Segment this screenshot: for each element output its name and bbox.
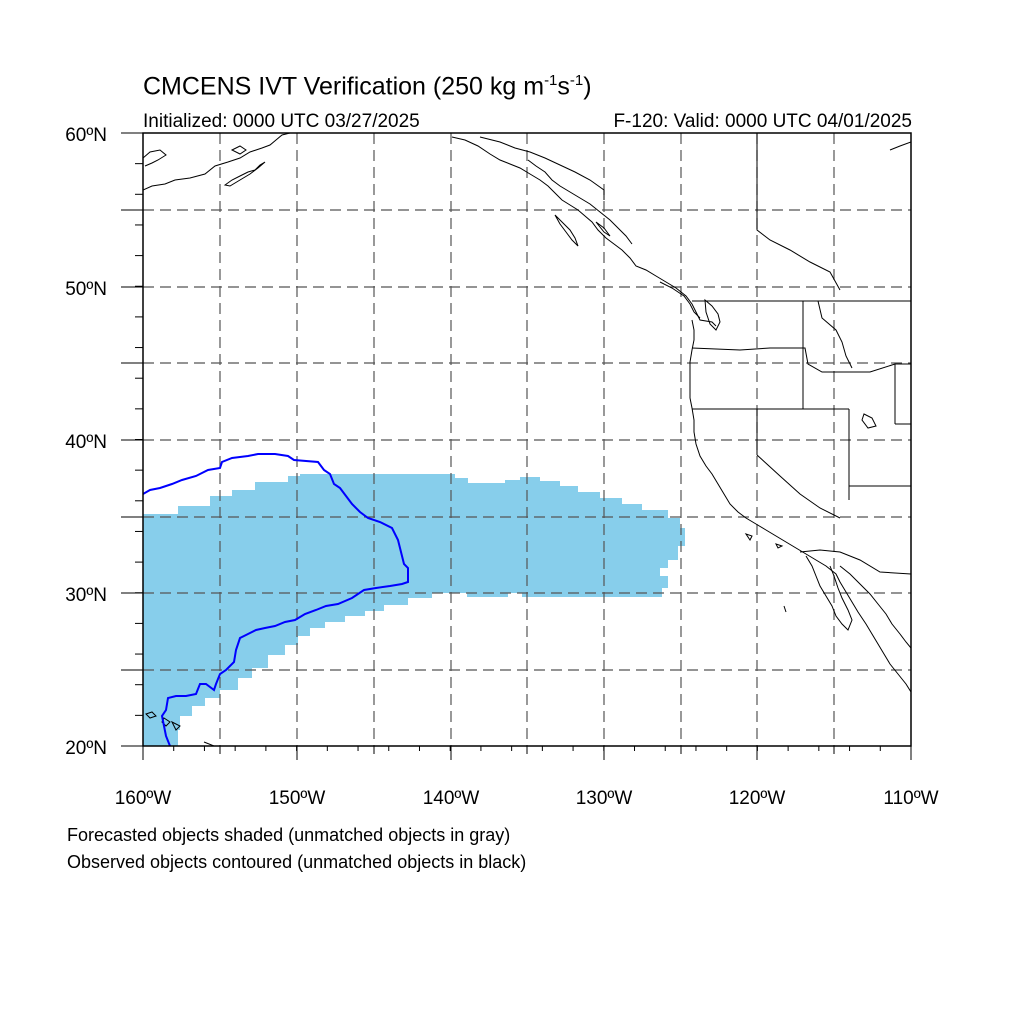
lon-label-140w: 140ºW: [423, 788, 480, 809]
forecast-object: [143, 474, 685, 746]
forecast-note: Forecasted objects shaded (unmatched obj…: [67, 825, 511, 845]
lat-label-30n: 30ºN: [65, 585, 107, 606]
lon-label-130w: 130ºW: [576, 788, 633, 809]
axis-ticks: [121, 132, 912, 760]
lat-label-40n: 40ºN: [65, 432, 107, 453]
graticule: [143, 133, 911, 746]
valid-time: F-120: Valid: 0000 UTC 04/01/2025: [613, 111, 912, 132]
lon-label-120w: 120ºW: [729, 788, 786, 809]
observed-note: Observed objects contoured (unmatched ob…: [67, 852, 527, 872]
map-title: CMCENS IVT Verification (250 kg m-1s-1): [143, 72, 592, 101]
lon-label-160w: 160ºW: [115, 788, 172, 809]
lat-label-50n: 50ºN: [65, 279, 107, 300]
lat-label-60n: 60ºN: [65, 125, 107, 146]
initialized-time: Initialized: 0000 UTC 03/27/2025: [143, 111, 420, 132]
coastlines: [143, 133, 911, 746]
lon-label-150w: 150ºW: [269, 788, 326, 809]
lat-label-20n: 20ºN: [65, 738, 107, 759]
lon-label-110w: 110ºW: [883, 788, 938, 809]
observed-object-contour: [143, 453, 409, 746]
minor-ticks: [135, 163, 881, 751]
